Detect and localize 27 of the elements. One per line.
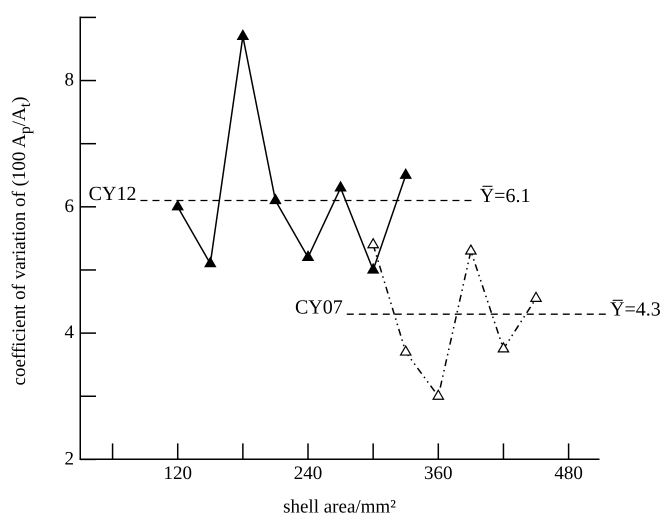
point [367, 238, 379, 248]
point [172, 200, 184, 210]
point [204, 257, 216, 268]
point [334, 181, 346, 192]
x-axis-title: shell area/mm² [283, 496, 396, 518]
y-tick-label: 6 [64, 196, 74, 217]
point [530, 292, 542, 302]
annotation: CY12 [88, 182, 136, 205]
point [400, 345, 412, 356]
point [432, 390, 444, 400]
point [302, 250, 314, 261]
ref-line-label: Y̅=6.1 [480, 184, 530, 207]
annotation: CY07 [294, 296, 343, 318]
point [498, 342, 510, 352]
y-tick-label: 4 [64, 322, 74, 344]
y-tick-label: 8 [64, 70, 74, 91]
x-tick-label: 240 [294, 462, 322, 484]
x-tick-label: 360 [424, 462, 453, 484]
point [465, 244, 477, 255]
ref-line-label: Y̅=4.3 [610, 298, 661, 320]
y-tick-label: 2 [64, 448, 74, 470]
x-tick-label: 120 [163, 462, 192, 484]
point [367, 263, 379, 274]
point [400, 168, 412, 179]
point [270, 194, 282, 204]
point [237, 30, 249, 40]
x-tick-label: 480 [554, 462, 583, 484]
